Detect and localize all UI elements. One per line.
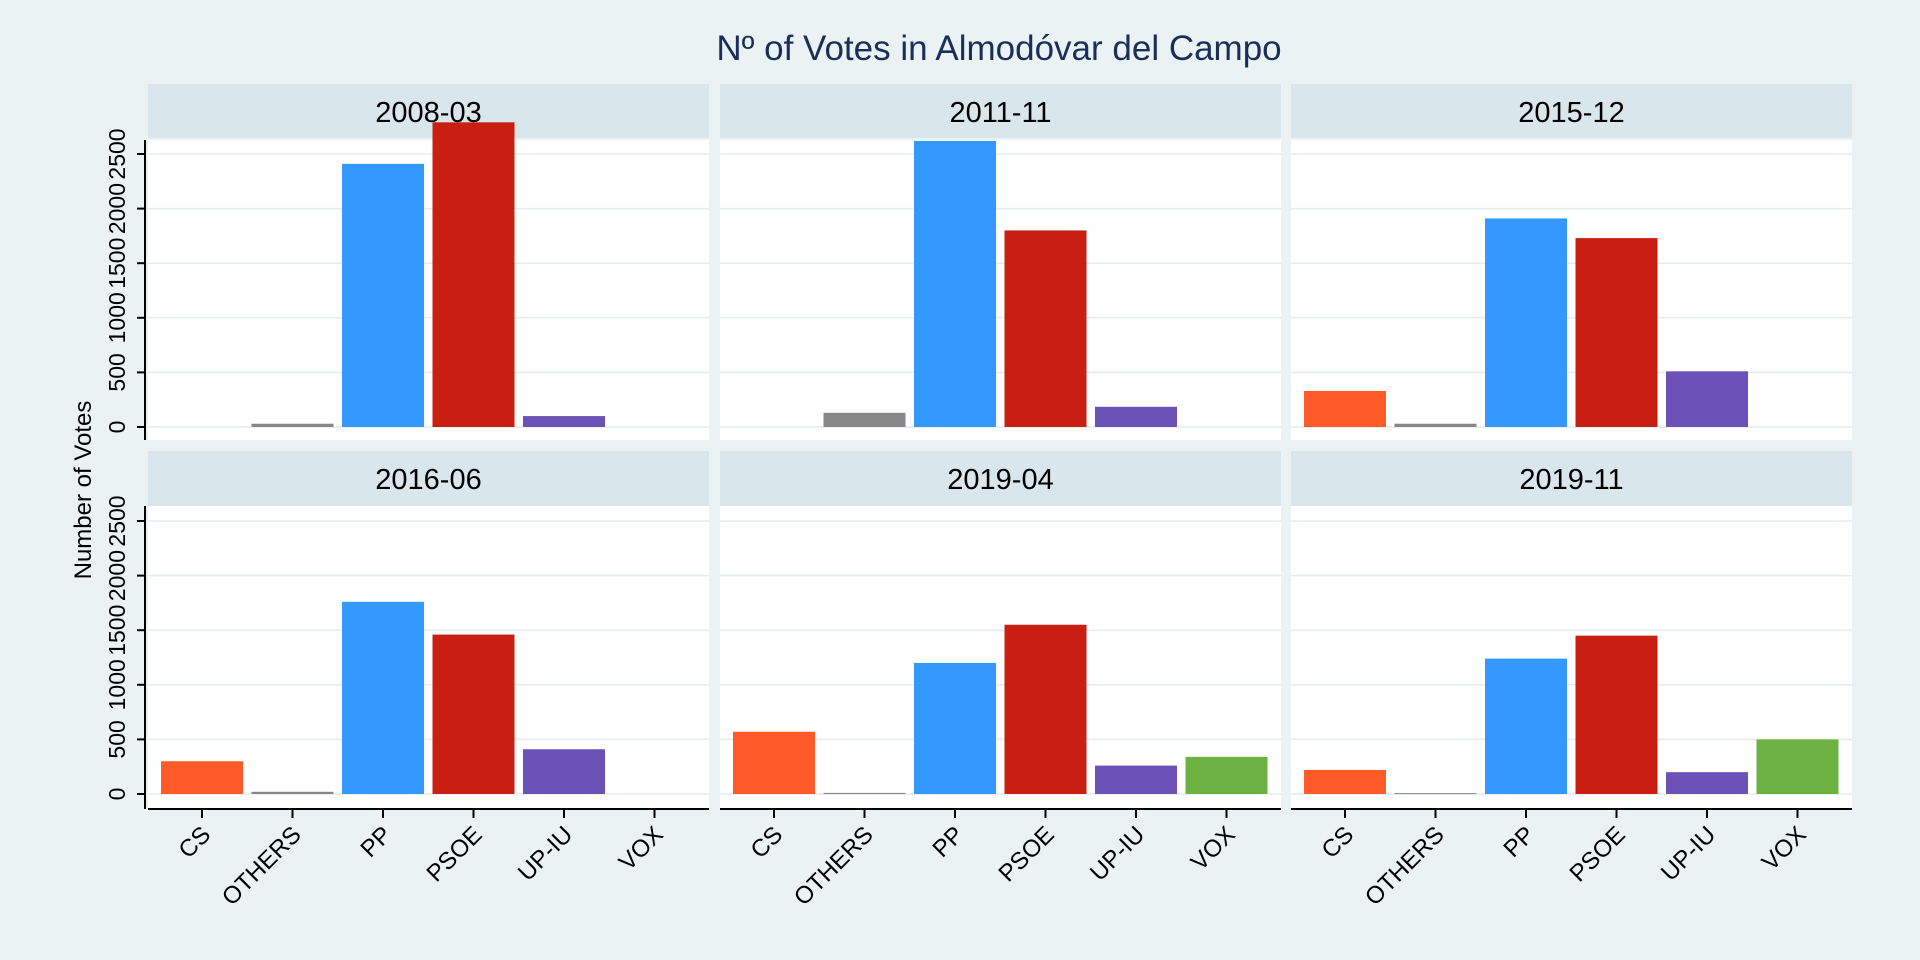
bar-pp [1485,218,1567,427]
bar-psoe [432,634,515,794]
bar-up-iu [1095,765,1177,794]
facet-panel: 2016-06 0 500 1000 1500 2000 2500 CS OTHERS PP PSO… [104,451,709,911]
x-tick-label: CS [746,821,789,864]
x-tick-label: PP [928,821,970,863]
bar-others [1394,793,1477,795]
bar-cs [733,731,815,794]
x-tick-label: PSOE [421,821,487,887]
facet-label: 2016-06 [375,464,481,496]
bar-up-iu [1095,406,1177,427]
y-tick-label: 1000 [104,659,130,710]
x-tick-label: OTHERS [217,821,307,911]
y-tick-label: 0 [104,421,130,434]
y-tick-label: 1000 [104,292,130,343]
facet-panel: 2019-11 CS OTHERS PP PSOE UP-IU VOX [1291,451,1852,911]
bar-up-iu [1666,371,1748,427]
bar-psoe [1004,624,1087,794]
bar-up-iu [1666,772,1748,794]
facet-panel: 2011-11 [720,84,1281,440]
x-tick-label: VOX [1757,821,1812,876]
x-tick-label: UP-IU [1656,821,1721,886]
bar-psoe [1575,238,1658,427]
facet-label: 2011-11 [949,97,1051,129]
bar-psoe [1004,230,1087,427]
y-tick-label: 0 [104,788,130,801]
chart-title: Nº of Votes in Almodóvar del Campo [716,29,1281,68]
x-tick-label: OTHERS [789,821,879,911]
x-tick-label: CS [174,821,217,864]
plot-area [1291,140,1852,440]
facet-header [148,84,709,138]
facet-header [1291,451,1852,506]
bar-others [251,423,334,427]
plot-area [148,506,709,809]
y-tick-label: 2500 [104,495,130,546]
bar-psoe [1575,635,1658,794]
y-tick-label: 1500 [104,605,130,656]
x-tick-label: CS [1317,821,1360,864]
x-tick-label: OTHERS [1360,821,1450,911]
facet-label: 2019-04 [947,464,1053,496]
bar-up-iu [523,416,605,427]
bar-up-iu [523,749,605,794]
y-tick-label: 500 [104,353,130,391]
y-tick-label: 500 [104,720,130,758]
facet-panel: 2019-04 CS OTHERS PP PSOE UP-IU VOX [720,451,1281,911]
facet-label: 2019-11 [1519,464,1623,496]
bar-pp [342,163,424,427]
bar-vox [1185,756,1268,794]
bar-pp [914,140,996,427]
y-tick-label: 2000 [104,550,130,601]
bar-pp [914,662,996,794]
x-tick-label: VOX [1186,821,1241,876]
bar-cs [1304,390,1386,427]
bar-vox [1756,739,1839,794]
y-axis-label: Number of Votes [70,401,97,580]
x-tick-label: PSOE [993,821,1059,887]
facet-panel: 2015-12 [1291,84,1852,440]
x-tick-label: PP [356,821,398,863]
x-tick-label: VOX [614,821,669,876]
facet-header [148,451,709,506]
y-tick-label: 1500 [104,238,130,289]
bar-pp [1485,658,1567,794]
x-tick-label: UP-IU [513,821,578,886]
facet-label: 2015-12 [1518,97,1624,129]
bar-others [823,792,906,794]
bar-pp [342,601,424,794]
plot-area [148,140,709,440]
x-tick-label: PSOE [1564,821,1630,887]
bar-others [1394,423,1477,427]
facet-header [720,451,1281,506]
x-tick-label: UP-IU [1085,821,1150,886]
bar-psoe [432,122,515,427]
bar-others [823,412,906,427]
bar-cs [1304,769,1386,794]
plot-area [720,140,1281,440]
y-tick-label: 2500 [104,128,130,179]
bar-cs [161,761,243,794]
y-tick-label: 2000 [104,183,130,234]
x-tick-label: PP [1499,821,1541,863]
facet-header [720,84,1281,138]
facet-header [1291,84,1852,138]
bar-others [251,791,334,794]
